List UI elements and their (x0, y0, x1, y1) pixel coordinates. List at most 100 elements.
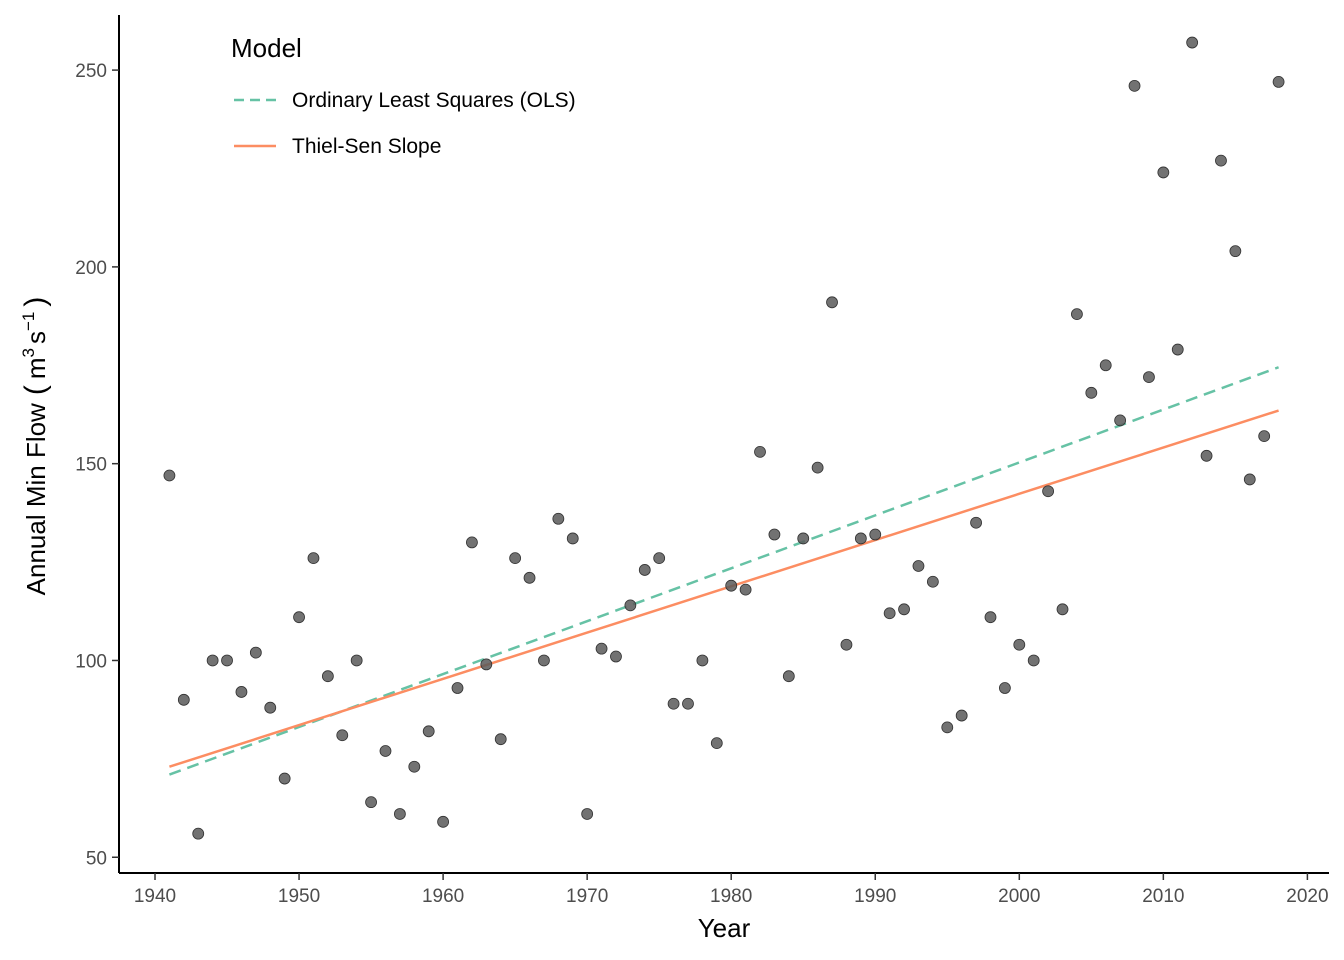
data-point (1157, 166, 1170, 179)
x-tick-label: 1960 (422, 886, 464, 907)
data-point (494, 733, 507, 746)
y-axis-title: Annual Min Flow (21, 403, 51, 595)
x-axis-title: Year (698, 913, 751, 943)
data-point (566, 532, 579, 545)
data-point (1215, 154, 1227, 167)
data-point (1171, 343, 1184, 356)
data-point (610, 650, 622, 663)
data-point (1099, 359, 1112, 372)
data-point (926, 575, 939, 588)
y-unit-supneg1: −1 (19, 312, 38, 331)
legend-label-ols: Ordinary Least Squares (OLS) (292, 89, 576, 112)
data-point (667, 697, 680, 710)
data-point (264, 701, 277, 714)
data-point (826, 296, 838, 309)
x-tick-label: 1970 (566, 886, 608, 907)
data-point (408, 760, 421, 773)
data-point (451, 682, 464, 694)
data-point (437, 815, 450, 828)
y-unit-s: s (21, 331, 51, 344)
data-point (869, 528, 882, 541)
x-tick-label: 1940 (134, 886, 176, 907)
data-point (221, 654, 233, 667)
data-point (538, 654, 550, 667)
data-point (653, 552, 666, 565)
data-point (638, 564, 651, 576)
data-point (1114, 414, 1127, 427)
data-point (754, 445, 766, 458)
data-point (480, 658, 493, 671)
data-point (523, 571, 536, 584)
y-axis-ticks: 50 100 150 200 250 (75, 61, 119, 869)
legend-label-thiel-sen: Thiel-Sen Slope (292, 135, 441, 158)
y-axis-title-group: Annual Min Flow ( m3 s−1) (19, 297, 52, 596)
svg-text:Annual Min Flow(m3s−1): Annual Min Flow ( m3 s−1) (19, 297, 52, 596)
x-axis-ticks: 1940 1950 1960 1970 1980 1990 2000 2010 2020 (134, 873, 1329, 907)
data-point (768, 528, 781, 541)
data-point (509, 552, 522, 565)
y-tick-label: 250 (75, 61, 107, 82)
data-point (1027, 654, 1040, 667)
data-point (350, 654, 363, 667)
data-point (725, 579, 738, 592)
data-point (307, 552, 320, 565)
data-point (970, 516, 982, 529)
data-point (1128, 79, 1141, 92)
data-point (883, 607, 896, 620)
data-point (581, 808, 594, 820)
data-point (1243, 473, 1256, 486)
legend-title: Model (231, 33, 302, 63)
data-point (336, 729, 349, 742)
data-point (278, 772, 291, 785)
data-point (1143, 371, 1155, 383)
data-point (1186, 36, 1199, 49)
y-tick-label: 150 (75, 455, 107, 476)
data-point (624, 599, 637, 612)
data-point (249, 646, 262, 659)
data-point (1042, 485, 1055, 498)
data-point (192, 827, 205, 840)
data-point (1229, 245, 1242, 258)
x-tick-label: 2010 (1142, 886, 1184, 907)
data-point (682, 697, 694, 710)
legend: Model Ordinary Least Squares (OLS) Thiel… (231, 33, 576, 158)
y-tick-label: 50 (86, 848, 107, 869)
data-point (235, 686, 248, 698)
data-point (998, 682, 1011, 694)
data-point (854, 532, 867, 545)
data-point (206, 654, 219, 667)
y-unit-m: m (21, 357, 51, 379)
y-unit-close: ) (19, 297, 52, 307)
data-point (422, 725, 435, 738)
data-point (1272, 76, 1285, 88)
y-unit-open: ( (19, 385, 52, 395)
y-tick-label: 100 (75, 651, 107, 672)
data-point (984, 611, 997, 624)
data-point (912, 560, 925, 572)
data-point (365, 796, 377, 809)
data-point (1085, 386, 1098, 399)
x-tick-label: 2020 (1286, 886, 1328, 907)
data-point (955, 709, 968, 722)
data-point (1258, 430, 1271, 443)
trend-lines (168, 366, 1280, 776)
data-point (739, 583, 752, 596)
y-unit-sup3: 3 (19, 348, 38, 357)
x-tick-label: 1980 (710, 886, 752, 907)
data-point (782, 670, 795, 683)
x-tick-label: 2000 (998, 886, 1040, 907)
data-point (1071, 308, 1083, 321)
data-point (552, 512, 565, 525)
data-point (710, 737, 723, 750)
data-point (811, 461, 824, 474)
thiel-sen-trend-line (169, 409, 1279, 768)
data-point (393, 808, 406, 820)
data-point (595, 642, 608, 655)
data-point (1200, 449, 1213, 462)
data-point (163, 469, 176, 482)
data-points (163, 36, 1285, 840)
data-point (696, 654, 709, 667)
data-point (941, 721, 954, 734)
data-point (1013, 638, 1026, 651)
